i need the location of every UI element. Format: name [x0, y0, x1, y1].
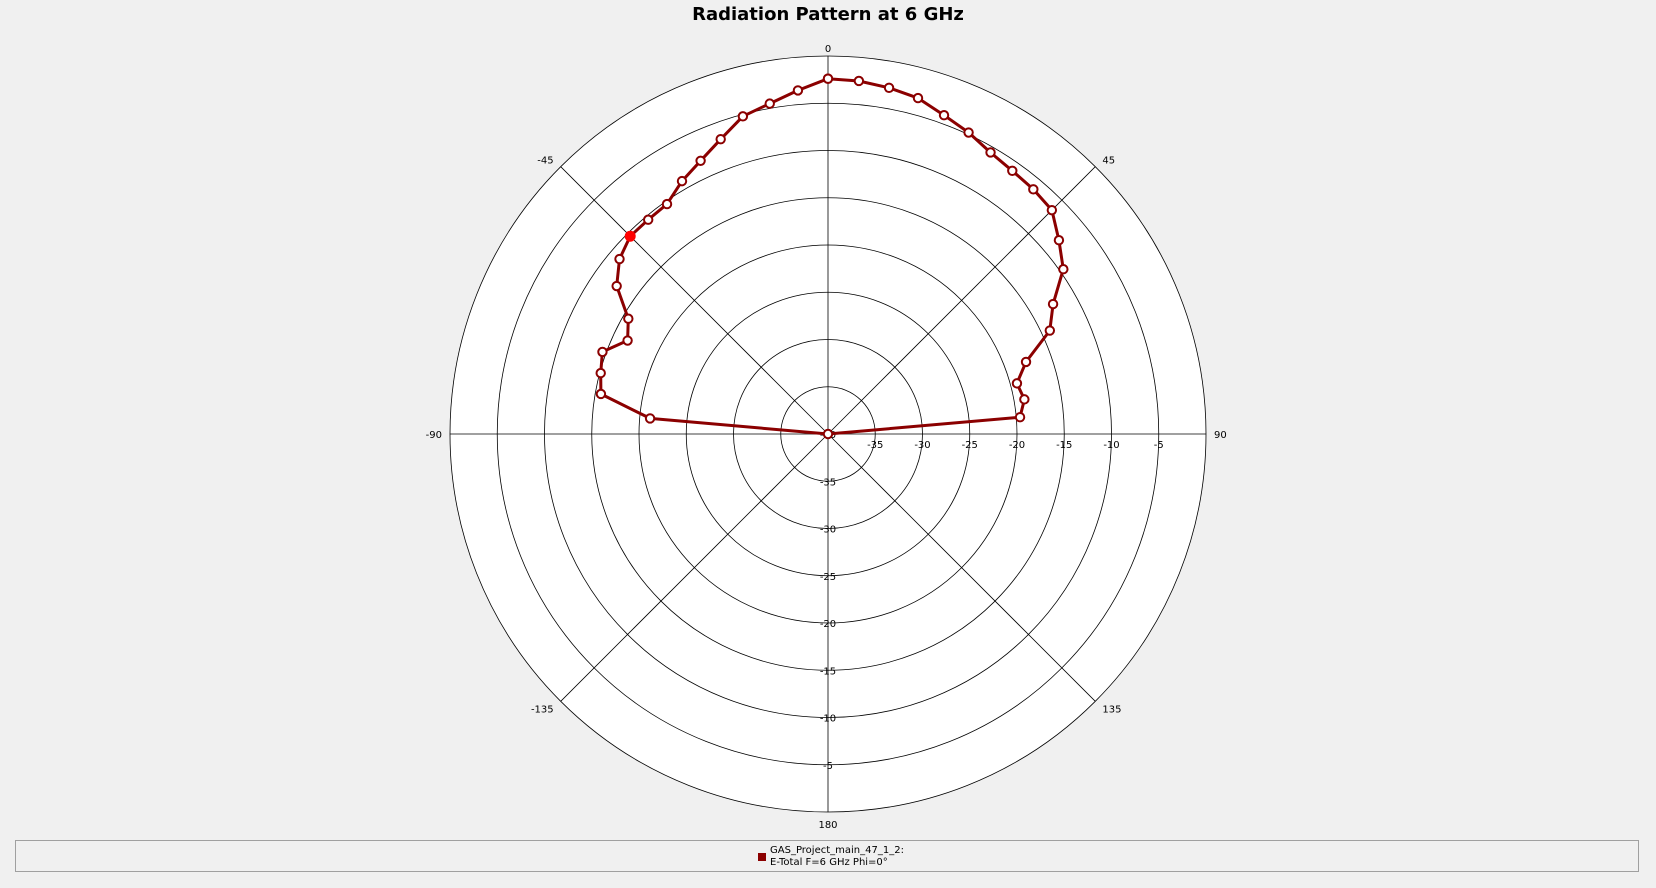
grid-spoke [560, 433, 829, 702]
radial-tick-label: -20 [820, 619, 836, 630]
data-point [1007, 165, 1018, 177]
grid-spoke [560, 166, 829, 435]
data-point [614, 253, 625, 265]
data-point [764, 98, 775, 109]
legend: GAS_Project_main_47_1_2: E-Total F=6 GHz… [15, 840, 1639, 872]
radial-tick-label: -30 [914, 440, 930, 451]
radial-tick-label: -25 [820, 572, 836, 583]
angle-tick-label: 45 [1102, 156, 1115, 167]
radial-tick-label: -20 [1009, 440, 1025, 451]
data-point [695, 155, 706, 166]
data-point [938, 110, 950, 121]
data-point [644, 413, 656, 424]
data-point [985, 147, 996, 158]
data-point [623, 313, 634, 324]
data-point [1047, 298, 1059, 310]
legend-series-name: GAS_Project_main_47_1_2: [770, 845, 904, 856]
radial-tick-label: -5 [1154, 440, 1164, 451]
radial-tick-label: -10 [820, 714, 836, 725]
data-point [611, 280, 622, 292]
angle-tick-label: -45 [537, 156, 553, 167]
series-layer [595, 73, 1069, 440]
radial-tick-label: -35 [820, 477, 836, 488]
angle-tick-label: 135 [1102, 704, 1121, 715]
data-point [853, 75, 865, 87]
angle-tick-label: 90 [1214, 430, 1227, 441]
data-point [1053, 235, 1065, 246]
data-point [715, 133, 726, 145]
data-point [792, 85, 804, 96]
radial-tick-label: -25 [962, 440, 978, 451]
data-point [622, 335, 633, 346]
data-point [883, 82, 895, 94]
radial-tick-label: -5 [823, 761, 833, 772]
data-point [737, 111, 749, 122]
data-point [661, 198, 673, 210]
legend-entry: GAS_Project_main_47_1_2: E-Total F=6 GHz… [758, 845, 904, 869]
radial-tick-label: -15 [1056, 440, 1072, 451]
data-point [595, 388, 607, 400]
chart-title: Radiation Pattern at 6 GHz [692, 4, 964, 25]
radial-tick-label: -30 [820, 525, 836, 536]
angle-tick-label: -90 [426, 430, 442, 441]
data-point [912, 92, 924, 104]
data-point [1044, 325, 1056, 336]
radial-tick-label: -35 [867, 440, 883, 451]
angle-tick-label: 180 [818, 820, 837, 831]
angle-tick-label: 0 [825, 44, 831, 55]
radial-tick-label: -10 [1103, 440, 1119, 451]
data-point [642, 214, 654, 225]
data-point [822, 428, 834, 440]
data-point [676, 175, 688, 187]
angle-tick-label: -135 [531, 704, 554, 715]
data-point [597, 346, 608, 358]
data-point [822, 73, 834, 84]
radial-tick-label: -15 [820, 666, 836, 677]
data-point [1028, 184, 1039, 195]
legend-swatch [758, 853, 766, 861]
legend-series-description: E-Total F=6 GHz Phi=0° [770, 857, 888, 868]
data-point [1011, 378, 1023, 389]
data-point [1019, 394, 1030, 405]
data-point [595, 367, 606, 379]
data-point [1058, 264, 1069, 275]
data-point [1020, 356, 1032, 368]
highlight-point [624, 230, 636, 242]
polar-chart: 0 45 90 135 180 -135 -90 -45 -35 -35 -30 -30 -25 -25 -… [426, 44, 1227, 831]
data-point [1014, 411, 1026, 423]
grid-spoke [827, 433, 1096, 702]
data-point [1046, 204, 1058, 216]
data-point [963, 127, 974, 138]
